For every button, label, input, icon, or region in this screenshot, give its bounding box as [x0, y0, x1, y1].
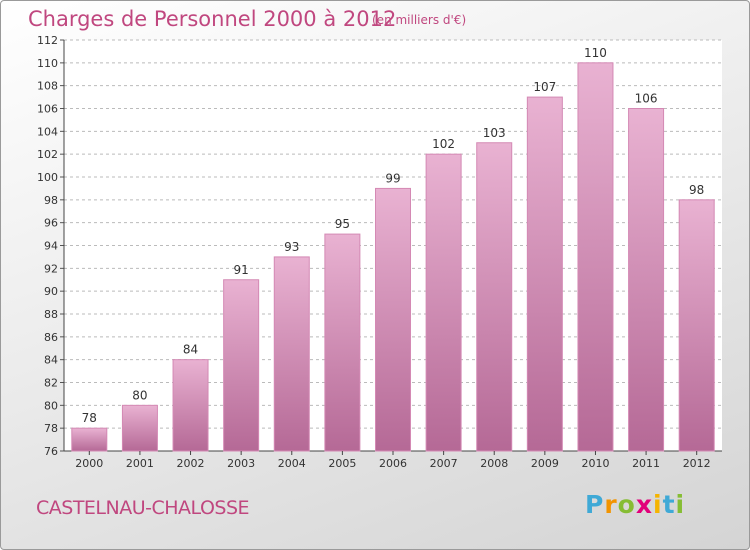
y-tick-label: 76 — [44, 445, 58, 458]
x-tick-label: 2009 — [531, 457, 559, 470]
x-tick-label: 2007 — [430, 457, 458, 470]
x-tick-label: 2005 — [328, 457, 356, 470]
bar — [375, 187, 411, 452]
data-label: 107 — [533, 80, 556, 94]
bar — [628, 108, 665, 452]
x-tick-label: 2003 — [227, 457, 255, 470]
bar — [577, 62, 614, 452]
logo-letter: r — [604, 490, 618, 519]
logo-letter: o — [617, 490, 636, 519]
bar — [425, 153, 462, 452]
bar — [678, 199, 715, 452]
bar — [526, 96, 563, 452]
logo-letter: x — [635, 490, 653, 519]
y-tick-label: 106 — [37, 103, 58, 116]
y-tick-label: 84 — [44, 354, 58, 367]
data-label: 84 — [183, 343, 198, 357]
y-tick-label: 82 — [44, 377, 58, 390]
data-label: 95 — [335, 217, 350, 231]
y-tick-label: 112 — [37, 34, 58, 47]
x-tick-label: 2008 — [480, 457, 508, 470]
data-label: 93 — [284, 240, 299, 254]
y-tick-label: 96 — [44, 217, 58, 230]
data-label: 99 — [385, 171, 400, 185]
x-tick-label: 2002 — [177, 457, 205, 470]
bar — [121, 404, 158, 452]
y-tick-label: 90 — [44, 285, 58, 298]
data-label: 80 — [132, 388, 147, 402]
y-tick-label: 78 — [44, 422, 58, 435]
logo-letter: P — [585, 490, 605, 519]
y-tick-label: 98 — [44, 194, 58, 207]
chart-subtitle: (en milliers d'€) — [372, 13, 467, 27]
x-tick-label: 2012 — [683, 457, 711, 470]
logo-letter: i — [675, 490, 686, 519]
logo-letter: i — [653, 490, 663, 519]
city-name: CASTELNAU-CHALOSSE — [36, 497, 250, 519]
y-tick-label: 102 — [37, 148, 58, 161]
bar — [71, 427, 108, 452]
y-tick-label: 100 — [37, 171, 58, 184]
data-label: 110 — [584, 46, 607, 60]
x-tick-label: 2010 — [581, 457, 609, 470]
chart-title: Charges de Personnel 2000 à 2012 — [28, 7, 397, 31]
x-tick-label: 2001 — [126, 457, 154, 470]
data-label: 98 — [689, 183, 704, 197]
x-tick-label: 2000 — [75, 457, 103, 470]
proxiti-logo: Proxiti — [585, 490, 685, 519]
data-label: 106 — [635, 92, 658, 106]
y-tick-label: 86 — [44, 331, 58, 344]
x-tick-label: 2004 — [278, 457, 306, 470]
y-tick-label: 88 — [44, 308, 58, 321]
bar — [476, 142, 513, 452]
y-tick-label: 80 — [44, 399, 58, 412]
y-tick-label: 108 — [37, 80, 58, 93]
y-tick-label: 94 — [44, 240, 58, 253]
data-label: 103 — [483, 126, 506, 140]
bar — [172, 359, 209, 452]
logo-letter: t — [662, 490, 676, 519]
bar — [273, 256, 310, 452]
y-tick-label: 92 — [44, 262, 58, 275]
data-label: 78 — [82, 411, 97, 425]
data-label: 102 — [432, 137, 455, 151]
data-label: 91 — [234, 263, 249, 277]
bar — [324, 233, 361, 452]
y-tick-label: 104 — [37, 125, 58, 138]
y-tick-label: 110 — [37, 57, 58, 70]
x-tick-label: 2011 — [632, 457, 660, 470]
bar — [223, 279, 260, 452]
x-tick-label: 2006 — [379, 457, 407, 470]
